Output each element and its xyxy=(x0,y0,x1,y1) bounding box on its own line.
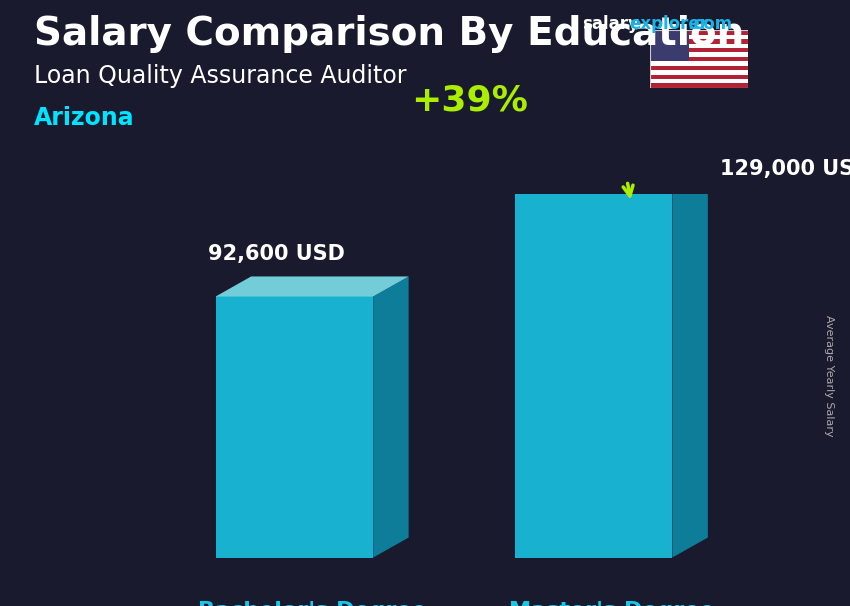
Bar xyxy=(650,30,689,61)
Bar xyxy=(650,30,748,35)
Text: salary: salary xyxy=(582,15,639,33)
Text: Average Yearly Salary: Average Yearly Salary xyxy=(824,315,834,436)
Bar xyxy=(650,65,748,70)
Bar xyxy=(650,44,748,48)
Bar xyxy=(650,75,748,79)
Bar xyxy=(650,53,748,57)
Text: Bachelor's Degree: Bachelor's Degree xyxy=(198,601,427,606)
Text: .com: .com xyxy=(687,15,732,33)
Bar xyxy=(650,70,748,75)
Bar xyxy=(650,84,748,88)
Polygon shape xyxy=(216,276,409,296)
Text: Master's Degree: Master's Degree xyxy=(508,601,714,606)
Bar xyxy=(650,61,748,65)
Bar xyxy=(650,57,748,61)
Text: 129,000 USD: 129,000 USD xyxy=(720,159,850,179)
Text: Arizona: Arizona xyxy=(34,106,134,130)
Text: Salary Comparison By Education: Salary Comparison By Education xyxy=(34,15,745,53)
Text: 92,600 USD: 92,600 USD xyxy=(208,244,345,264)
Bar xyxy=(650,48,748,53)
Text: Loan Quality Assurance Auditor: Loan Quality Assurance Auditor xyxy=(34,64,406,88)
Bar xyxy=(650,39,748,44)
Polygon shape xyxy=(515,194,672,558)
Bar xyxy=(650,79,748,84)
Polygon shape xyxy=(373,276,409,558)
Polygon shape xyxy=(672,174,708,558)
Bar xyxy=(650,35,748,39)
Polygon shape xyxy=(216,296,373,558)
Text: explorer: explorer xyxy=(629,15,708,33)
Polygon shape xyxy=(515,174,708,194)
Text: +39%: +39% xyxy=(411,84,528,118)
